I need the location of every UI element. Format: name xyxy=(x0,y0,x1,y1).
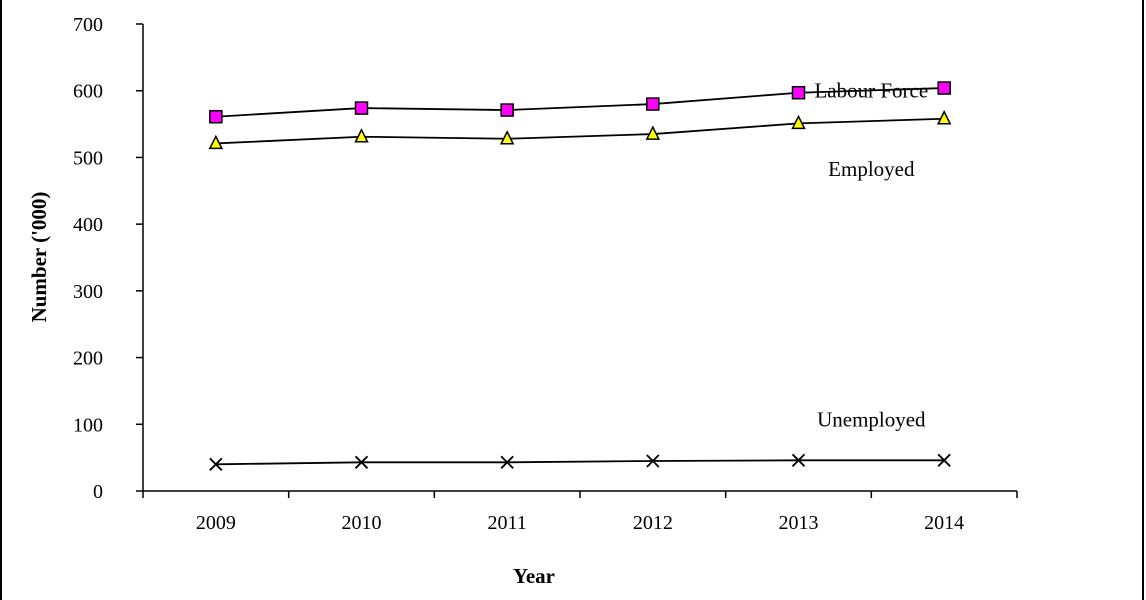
point-employed xyxy=(936,110,952,125)
y-tick-label: 700 xyxy=(73,14,103,36)
y-axis-title: Number ('000) xyxy=(27,192,51,323)
series-line-unemployed xyxy=(215,459,945,466)
point-unemployed xyxy=(646,454,660,468)
point-employed xyxy=(499,130,515,145)
y-tick-label: 100 xyxy=(73,414,103,436)
x-tick-label: 2013 xyxy=(779,512,819,534)
series-unemployed xyxy=(209,453,951,471)
y-tick-label: 200 xyxy=(73,348,103,370)
point-labour-force xyxy=(937,81,951,95)
point-unemployed xyxy=(937,453,951,467)
point-unemployed xyxy=(354,455,369,469)
x-tick-label: 2010 xyxy=(342,512,382,534)
point-employed xyxy=(791,114,806,130)
point-unemployed xyxy=(500,455,514,469)
series-employed xyxy=(208,110,952,150)
point-labour-force xyxy=(209,109,223,124)
point-unemployed xyxy=(209,457,223,471)
x-ticks: 2009 2010 2011 2012 2013 2014 xyxy=(142,491,1018,534)
y-tick-label: 600 xyxy=(73,81,103,103)
point-labour-force xyxy=(791,85,806,100)
point-employed xyxy=(208,134,224,150)
series-labels: Labour Force Employed Unemployed xyxy=(814,78,928,431)
y-ticks: 0 100 200 300 400 500 600 700 xyxy=(73,14,143,503)
series-label-unemployed: Unemployed xyxy=(817,407,926,431)
series-line-employed xyxy=(215,117,945,145)
series-label-labour-force: Labour Force xyxy=(814,78,928,102)
point-labour-force xyxy=(646,97,660,111)
x-tick-label: 2009 xyxy=(196,512,236,534)
y-tick-label: 0 xyxy=(93,481,103,503)
point-labour-force xyxy=(354,101,369,115)
x-tick-label: 2012 xyxy=(633,512,673,534)
series-labour-force xyxy=(209,81,951,124)
y-tick-label: 500 xyxy=(73,147,103,169)
y-tick-label: 400 xyxy=(73,214,103,236)
point-labour-force xyxy=(500,103,514,117)
point-employed xyxy=(645,125,661,140)
series-line-labour-force xyxy=(215,87,945,118)
point-employed xyxy=(354,128,369,143)
x-tick-label: 2011 xyxy=(488,512,527,534)
series-label-employed: Employed xyxy=(828,157,915,181)
y-tick-label: 300 xyxy=(73,281,103,303)
point-unemployed xyxy=(791,453,806,467)
series-layer xyxy=(208,81,952,471)
x-tick-label: 2014 xyxy=(924,512,964,534)
x-axis-title: Year xyxy=(513,564,555,588)
